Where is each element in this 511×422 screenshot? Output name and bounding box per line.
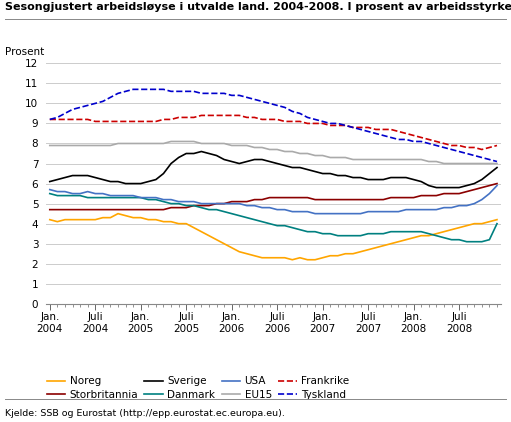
Text: Kjelde: SSB og Eurostat (http://epp.eurostat.ec.europa.eu).: Kjelde: SSB og Eurostat (http://epp.euro… (5, 409, 285, 418)
Legend: Noreg, Storbritannia, Sverige, Danmark, USA, EU15, Frankrike, Tyskland: Noreg, Storbritannia, Sverige, Danmark, … (47, 376, 349, 400)
Text: Sesongjustert arbeidsløyse i utvalde land. 2004-2008. I prosent av arbeidsstyrke: Sesongjustert arbeidsløyse i utvalde lan… (5, 2, 511, 12)
Text: Prosent: Prosent (5, 47, 44, 57)
